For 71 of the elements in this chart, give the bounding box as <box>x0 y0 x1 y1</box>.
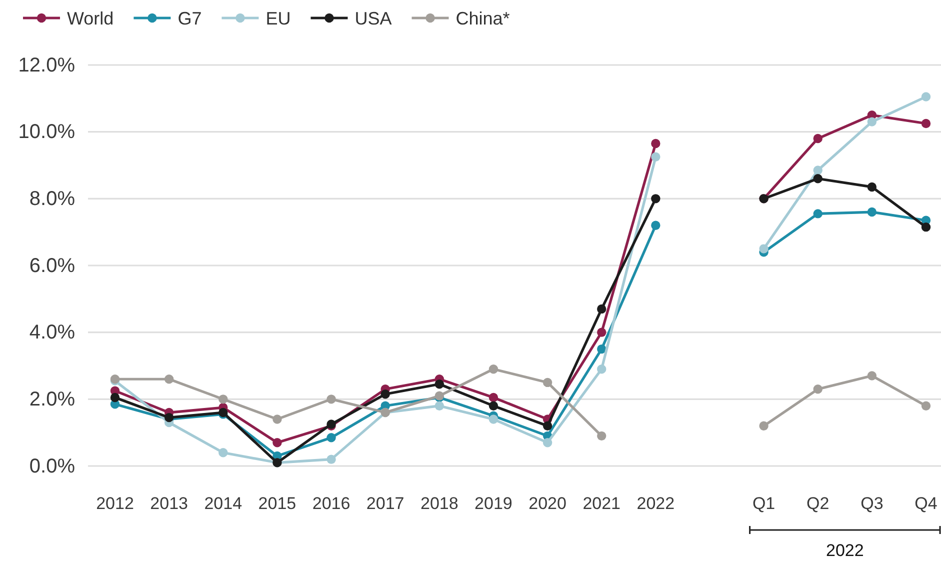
y-tick-label: 0.0% <box>29 455 76 478</box>
x-tick-label: 2016 <box>312 494 350 514</box>
point <box>597 364 606 374</box>
x-tick-label: 2014 <box>204 494 242 514</box>
legend-label: G7 <box>178 8 202 28</box>
point <box>813 209 822 218</box>
x-tick-label: 2020 <box>528 494 566 514</box>
x-tick-label: 2015 <box>258 494 296 514</box>
point <box>597 344 606 354</box>
x-tick-label: 2018 <box>420 494 458 514</box>
y-tick-label: 2.0% <box>29 388 76 411</box>
x-tick-label: 2022 <box>636 494 675 514</box>
point <box>651 194 660 204</box>
point <box>813 384 822 394</box>
x-tick-label: Q3 <box>860 494 884 514</box>
point <box>813 134 822 144</box>
point <box>867 117 877 126</box>
x-tick-label: 2013 <box>150 494 188 514</box>
point <box>488 392 498 402</box>
point <box>921 118 931 128</box>
point <box>272 438 282 448</box>
point <box>813 166 822 175</box>
point <box>434 401 444 410</box>
x-tick-label: 2017 <box>366 494 404 514</box>
point <box>542 378 552 388</box>
legend-label: China* <box>456 8 510 28</box>
point <box>272 414 282 424</box>
point <box>597 328 606 337</box>
point <box>326 432 336 442</box>
x-tick-label: 2019 <box>474 494 512 514</box>
y-tick-label: 8.0% <box>29 188 76 210</box>
point <box>164 374 174 384</box>
point <box>921 222 931 232</box>
point <box>867 182 877 192</box>
point <box>218 394 228 404</box>
point <box>326 454 336 464</box>
y-tick-label: 12.0% <box>18 54 76 76</box>
point <box>488 401 498 410</box>
y-tick-label: 6.0% <box>29 254 76 277</box>
point <box>921 401 931 410</box>
point <box>867 371 877 380</box>
point <box>380 390 390 399</box>
point <box>759 421 768 430</box>
y-tick-label: 4.0% <box>29 322 76 344</box>
point <box>867 207 877 217</box>
legend-label: USA <box>354 8 392 28</box>
x-tick-label: Q2 <box>806 494 830 514</box>
x-tick-label: Q1 <box>752 494 776 514</box>
point <box>542 421 552 430</box>
point <box>542 438 552 448</box>
x-tick-label: 2021 <box>582 494 621 514</box>
x-tick-label: 2012 <box>96 494 134 514</box>
point <box>597 431 606 441</box>
point <box>110 392 120 402</box>
legend-label: World <box>67 8 114 28</box>
point <box>651 152 660 162</box>
legend-label: EU <box>266 8 291 28</box>
point <box>434 380 444 389</box>
y-tick-label: 10.0% <box>18 121 76 144</box>
text: 2022 <box>826 541 864 560</box>
point <box>759 244 768 254</box>
point <box>813 174 822 184</box>
point <box>488 414 498 424</box>
point <box>326 394 336 404</box>
point <box>488 364 498 374</box>
point <box>651 220 660 230</box>
point <box>597 304 606 314</box>
point <box>651 138 660 148</box>
point <box>921 92 931 102</box>
point <box>218 448 228 458</box>
x-tick-label: Q4 <box>914 494 938 514</box>
